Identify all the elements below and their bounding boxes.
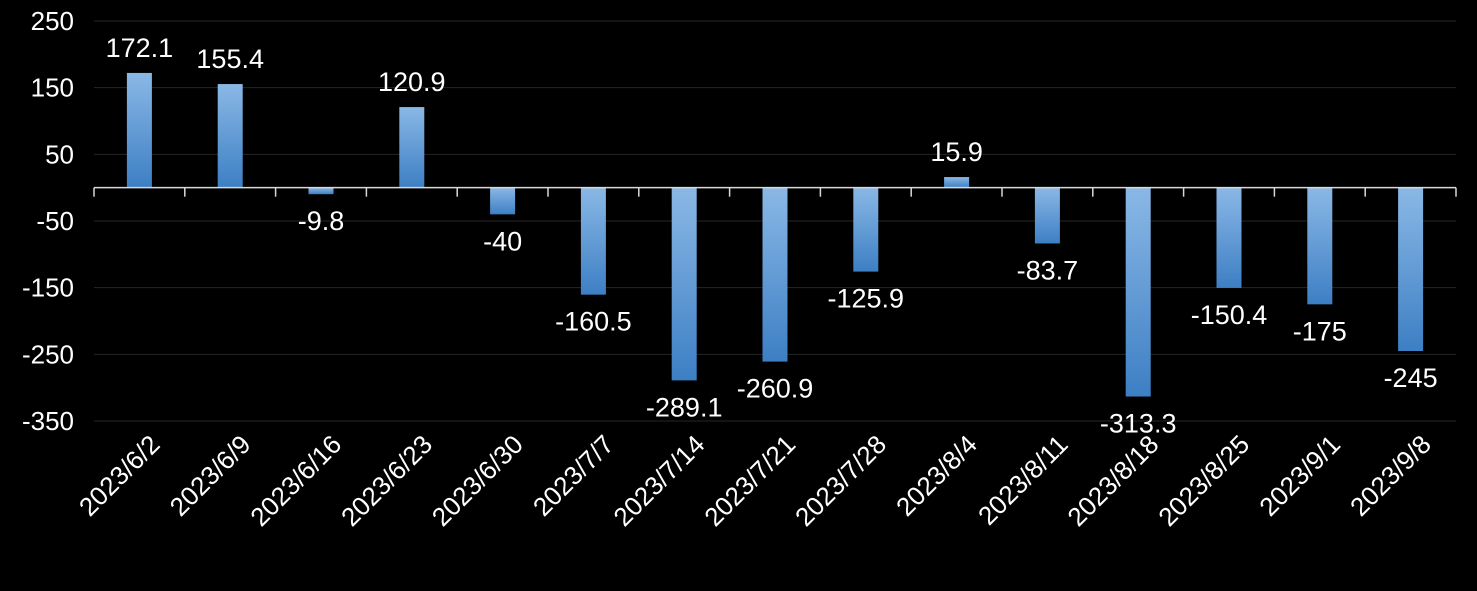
bar <box>1034 187 1060 244</box>
data-label: -150.4 <box>1191 300 1268 330</box>
data-label: 120.9 <box>378 67 446 97</box>
data-label: -289.1 <box>646 392 723 422</box>
data-label: 172.1 <box>106 33 174 63</box>
bar <box>126 72 152 188</box>
data-label: -40 <box>483 226 522 256</box>
bar <box>217 84 243 188</box>
category-label: 2023/8/25 <box>1152 429 1255 532</box>
category-label: 2023/6/16 <box>244 429 347 532</box>
category-label: 2023/7/21 <box>698 429 801 532</box>
bar <box>308 187 334 195</box>
category-label: 2023/8/4 <box>890 429 983 522</box>
data-label: -175 <box>1293 316 1347 346</box>
data-label: 15.9 <box>930 137 983 167</box>
bar <box>399 107 425 188</box>
data-label: -9.8 <box>298 206 345 236</box>
category-labels: 2023/6/22023/6/92023/6/162023/6/232023/6… <box>73 429 1437 532</box>
bar <box>944 177 970 188</box>
category-label: 2023/9/1 <box>1253 429 1346 522</box>
y-tick-label: -50 <box>36 206 74 236</box>
bars <box>126 72 1424 397</box>
data-label: -125.9 <box>828 284 905 314</box>
category-label: 2023/8/18 <box>1061 429 1164 532</box>
category-label: 2023/9/8 <box>1344 429 1437 522</box>
category-label: 2023/7/14 <box>607 429 710 532</box>
bar <box>580 187 606 295</box>
bar <box>1125 187 1151 397</box>
data-label: -313.3 <box>1100 409 1177 439</box>
category-label: 2023/6/9 <box>164 429 257 522</box>
data-label: -245 <box>1384 363 1438 393</box>
data-label: 155.4 <box>196 44 264 74</box>
bar <box>1216 187 1242 288</box>
y-tick-label: 250 <box>31 6 74 36</box>
category-label: 2023/6/30 <box>426 429 529 532</box>
category-label: 2023/7/28 <box>789 429 892 532</box>
data-label: -260.9 <box>737 374 814 404</box>
category-label: 2023/7/7 <box>527 429 620 522</box>
y-tick-label: 150 <box>31 73 74 103</box>
category-label: 2023/6/23 <box>335 429 438 532</box>
bar <box>853 187 879 272</box>
y-tick-label: -350 <box>22 406 74 436</box>
y-tick-label: 50 <box>45 139 74 169</box>
data-label: -160.5 <box>555 307 632 337</box>
category-label: 2023/8/11 <box>972 429 1074 531</box>
data-label: -83.7 <box>1017 255 1079 285</box>
bar <box>1398 187 1424 351</box>
y-axis-ticks: 250 150 50 -50 -150 -250 -350 <box>22 6 74 436</box>
bar <box>1307 187 1333 305</box>
bar <box>490 187 516 215</box>
category-label: 2023/6/2 <box>73 429 166 522</box>
bar <box>762 187 788 362</box>
bar <box>671 187 697 381</box>
y-tick-label: -250 <box>22 339 74 369</box>
x-axis <box>93 186 1457 197</box>
data-labels: 172.1 155.4 -9.8 120.9 -40 -160.5 -289.1 -260.9… <box>106 33 1438 439</box>
y-tick-label: -150 <box>22 273 74 303</box>
